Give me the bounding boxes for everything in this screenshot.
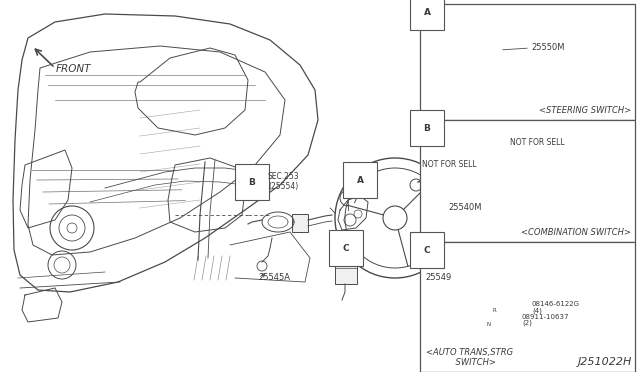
Bar xyxy=(525,148,545,160)
Bar xyxy=(478,42,500,60)
Text: 25540M: 25540M xyxy=(448,203,481,212)
Text: C: C xyxy=(342,244,349,253)
Bar xyxy=(292,214,308,232)
Text: R: R xyxy=(492,308,496,312)
Text: <COMBINATION SWITCH>: <COMBINATION SWITCH> xyxy=(521,228,631,237)
Text: N: N xyxy=(487,321,491,327)
Text: 08146-6122G: 08146-6122G xyxy=(532,301,580,307)
Text: 08911-10637: 08911-10637 xyxy=(522,314,570,320)
Text: 25545A: 25545A xyxy=(258,273,290,282)
Bar xyxy=(445,10,459,19)
Text: (2): (2) xyxy=(522,320,532,327)
Text: B: B xyxy=(424,124,431,132)
Text: A: A xyxy=(424,7,431,16)
Text: <AUTO TRANS,STRG
    SWITCH>: <AUTO TRANS,STRG SWITCH> xyxy=(426,347,513,367)
Text: 25550M: 25550M xyxy=(531,42,564,51)
Bar xyxy=(420,176,430,184)
Text: A: A xyxy=(356,176,364,185)
Bar xyxy=(420,4,635,120)
Bar xyxy=(447,296,461,308)
Text: <STEERING SWITCH>: <STEERING SWITCH> xyxy=(539,106,631,115)
Text: C: C xyxy=(424,246,430,254)
Text: J251022H: J251022H xyxy=(578,357,632,367)
Bar xyxy=(420,120,635,242)
Text: SEC.253
(25554): SEC.253 (25554) xyxy=(268,172,300,192)
Text: NOT FOR SELL: NOT FOR SELL xyxy=(510,138,564,147)
Text: 25549: 25549 xyxy=(425,273,451,282)
Text: B: B xyxy=(248,177,255,186)
Text: FRONT: FRONT xyxy=(56,64,92,74)
Bar xyxy=(335,258,357,284)
Bar xyxy=(452,282,470,298)
Text: (4): (4) xyxy=(532,307,542,314)
Bar xyxy=(420,242,635,372)
Text: NOT FOR SELL: NOT FOR SELL xyxy=(422,160,477,169)
